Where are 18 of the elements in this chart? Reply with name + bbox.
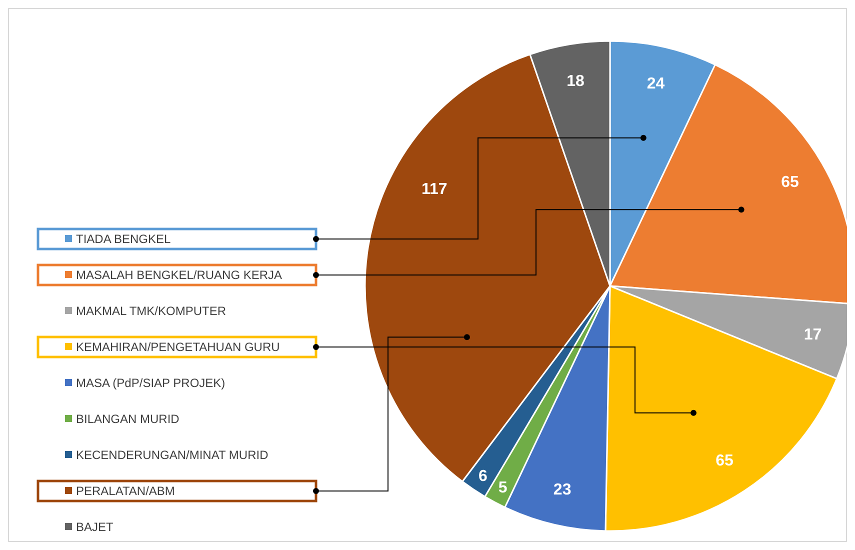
legend-label: MASA (PdP/SIAP PROJEK)	[76, 376, 226, 390]
data-label: 117	[421, 181, 448, 198]
legend-label: BILANGAN MURID	[76, 412, 180, 426]
legend-label: KECENDERUNGAN/MINAT MURID	[76, 448, 269, 462]
legend-label: PERALATAN/ABM	[76, 484, 175, 498]
legend-label: BAJET	[76, 520, 114, 534]
legend-label: MASALAH BENGKEL/RUANG KERJA	[76, 268, 282, 282]
data-label: 24	[646, 75, 665, 92]
legend-label: KEMAHIRAN/PENGETAHUAN GURU	[76, 340, 280, 354]
data-label: 18	[566, 73, 585, 90]
data-label: 65	[716, 452, 734, 470]
legend-label: MAKMAL TMK/KOMPUTER	[76, 304, 226, 318]
data-label: 23	[553, 481, 572, 498]
data-label: 5	[498, 480, 508, 497]
data-label: 17	[804, 326, 822, 344]
legend-label: TIADA BENGKEL	[76, 232, 172, 246]
data-label: 65	[781, 174, 800, 191]
data-label: 6	[478, 468, 488, 485]
